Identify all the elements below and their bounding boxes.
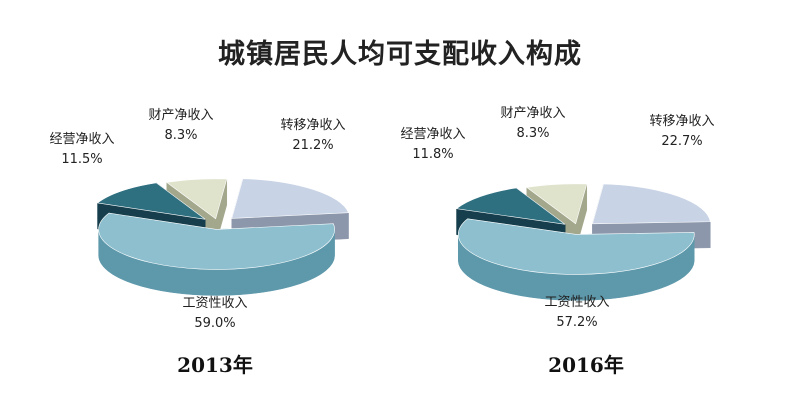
pie-slice-top xyxy=(96,182,206,220)
slice-label-name: 经营净收入 xyxy=(49,132,114,147)
pie-chart-1: 转移净收入 22.7% 工资性收入 57.2% 经营净收入 11.8% 财产净收入 8.3% 2… xyxy=(400,106,714,377)
slice-label-value: 22.7% xyxy=(661,134,702,149)
pie-slice xyxy=(457,218,695,301)
pie-slice-top xyxy=(592,183,711,225)
slice-label-name: 财产净收入 xyxy=(500,106,565,121)
slice-label-name: 工资性收入 xyxy=(182,296,247,311)
slice-label-value: 57.2% xyxy=(556,315,597,330)
pie-slice-top xyxy=(526,183,588,225)
slice-label-name: 财产净收入 xyxy=(148,108,213,123)
slice-label-value: 8.3% xyxy=(164,128,197,143)
year-label: 2013年 xyxy=(177,353,253,377)
year-label: 2016年 xyxy=(548,353,624,377)
pie-chart-0: 转移净收入 21.2% 工资性收入 59.0% 经营净收入 11.5% 财产净收入 8.3% 2… xyxy=(49,108,349,377)
slice-label-name: 转移净收入 xyxy=(649,114,714,129)
slice-label-value: 11.8% xyxy=(412,147,453,162)
slice-label-name: 转移净收入 xyxy=(280,118,345,133)
pie-slice-top xyxy=(457,218,695,275)
pie-slice-top xyxy=(231,178,349,219)
slice-label-name: 经营净收入 xyxy=(400,127,465,142)
pie-slice xyxy=(98,212,335,296)
slice-label-value: 59.0% xyxy=(194,316,235,331)
pie-slice-top xyxy=(98,212,335,270)
chart-title: 城镇居民人均可支配收入构成 xyxy=(218,39,582,70)
pie-slice-top xyxy=(455,187,566,225)
slice-label-name: 工资性收入 xyxy=(544,295,609,310)
pie-slice-top xyxy=(166,178,228,220)
slice-label-value: 21.2% xyxy=(292,138,333,153)
slice-label-value: 11.5% xyxy=(61,152,102,167)
slice-label-value: 8.3% xyxy=(516,126,549,141)
